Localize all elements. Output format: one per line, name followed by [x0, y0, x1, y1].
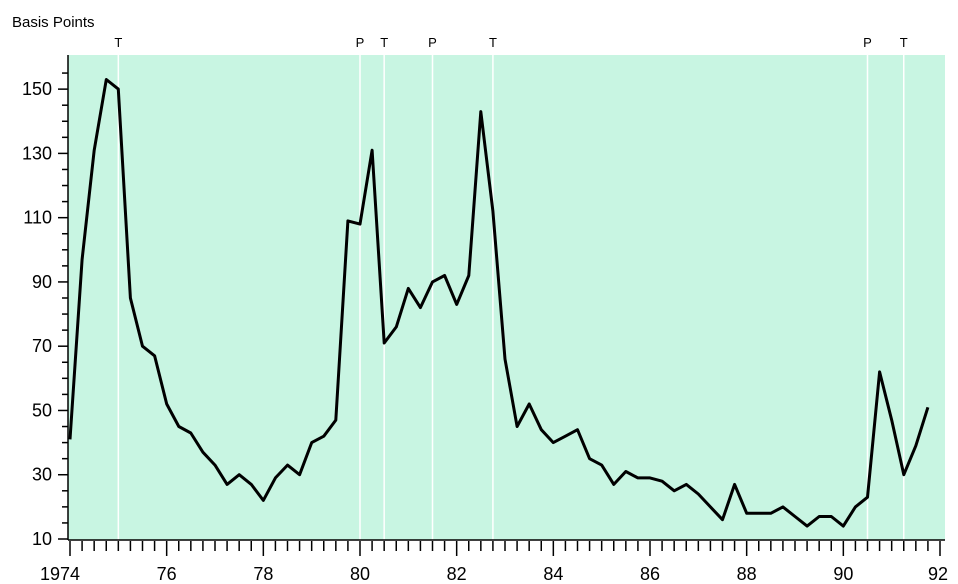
x-tick-label: 82: [447, 564, 467, 584]
x-tick-label: 80: [350, 564, 370, 584]
plot-area: [68, 55, 945, 540]
y-tick-label: 30: [32, 465, 52, 485]
x-axis: 1974 76 78 80 82 84 86 88 90 92: [40, 539, 948, 584]
y-tick-label: 70: [32, 336, 52, 356]
y-tick-label: 130: [22, 143, 52, 163]
y-axis: 10 30 50 70 90 110 130 150: [22, 55, 69, 549]
y-axis-label: Basis Points: [12, 14, 95, 31]
x-tick-label: 92: [928, 564, 948, 584]
x-tick-label: 78: [253, 564, 273, 584]
phase-marker-lines: [117, 55, 905, 540]
phase-marker-label: T: [114, 35, 122, 50]
x-tick-label: 90: [833, 564, 853, 584]
x-tick-label: 1974: [40, 564, 80, 584]
x-tick-label: 88: [737, 564, 757, 584]
phase-marker-label: P: [428, 35, 437, 50]
y-tick-label: 90: [32, 272, 52, 292]
x-tick-label: 84: [543, 564, 563, 584]
phase-marker-label: T: [380, 35, 388, 50]
x-tick-label: 76: [157, 564, 177, 584]
y-tick-label: 150: [22, 79, 52, 99]
y-tick-label: 10: [32, 529, 52, 549]
phase-marker-label: T: [900, 35, 908, 50]
y-tick-label: 110: [23, 208, 52, 228]
phase-marker-label: P: [356, 35, 365, 50]
series-line: [68, 78, 930, 528]
phase-marker-label: P: [863, 35, 872, 50]
x-tick-label: 86: [640, 564, 660, 584]
y-tick-label: 50: [32, 400, 52, 420]
phase-marker-label: T: [489, 35, 497, 50]
